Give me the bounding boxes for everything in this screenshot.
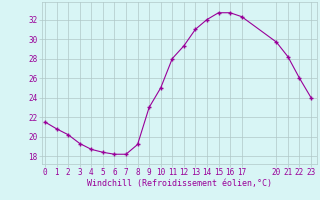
X-axis label: Windchill (Refroidissement éolien,°C): Windchill (Refroidissement éolien,°C) bbox=[87, 179, 272, 188]
